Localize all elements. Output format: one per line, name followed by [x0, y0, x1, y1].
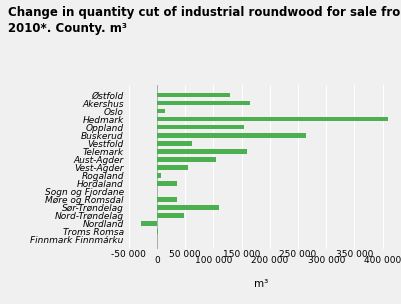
- Bar: [156, 165, 187, 170]
- Bar: [156, 125, 244, 130]
- Text: m³: m³: [253, 279, 268, 289]
- Bar: [156, 229, 158, 234]
- Text: Change in quantity cut of industrial roundwood for sale from 2009 to
2010*. Coun: Change in quantity cut of industrial rou…: [8, 6, 401, 35]
- Text: -50 000: -50 000: [111, 250, 146, 259]
- Text: 100 000: 100 000: [194, 256, 231, 265]
- Text: 200 000: 200 000: [251, 256, 288, 265]
- Text: 350 000: 350 000: [335, 250, 372, 259]
- Bar: [156, 157, 216, 162]
- Text: 300 000: 300 000: [307, 256, 344, 265]
- Text: 150 000: 150 000: [222, 250, 259, 259]
- Text: 0: 0: [154, 256, 159, 265]
- Bar: [156, 173, 161, 178]
- Bar: [156, 133, 306, 137]
- Bar: [156, 101, 249, 105]
- Bar: [156, 205, 219, 210]
- Bar: [156, 181, 176, 186]
- Bar: [156, 213, 184, 218]
- Bar: [156, 149, 247, 154]
- Bar: [156, 197, 176, 202]
- Bar: [156, 109, 165, 113]
- Bar: [141, 221, 156, 226]
- Text: 400 000: 400 000: [363, 256, 400, 265]
- Bar: [156, 141, 191, 146]
- Bar: [156, 117, 387, 122]
- Text: 250 000: 250 000: [279, 250, 316, 259]
- Text: 50 000: 50 000: [169, 250, 200, 259]
- Bar: [156, 93, 230, 97]
